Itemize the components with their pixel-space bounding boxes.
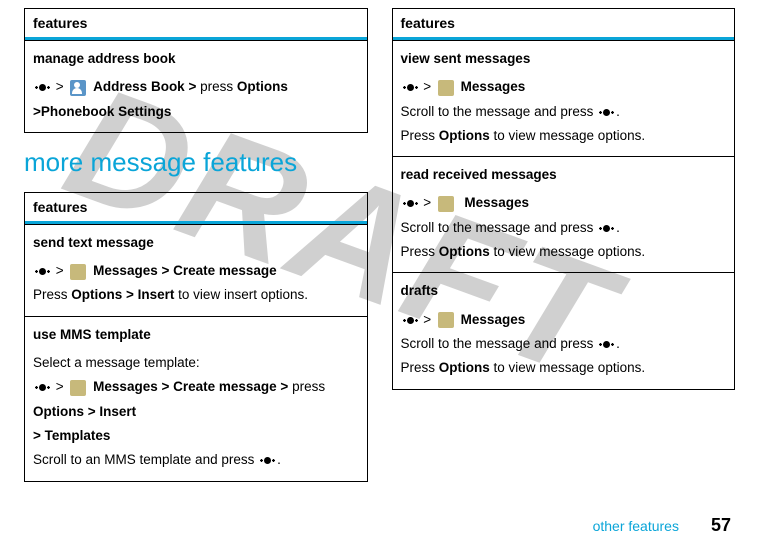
menu-path: Options bbox=[439, 128, 490, 143]
menu-path: Create message bbox=[173, 263, 277, 278]
messages-icon bbox=[70, 380, 86, 396]
sep: > bbox=[56, 379, 68, 394]
address-book-icon bbox=[70, 80, 86, 96]
text: . bbox=[616, 104, 620, 119]
text: Press bbox=[401, 360, 439, 375]
sep: > bbox=[423, 195, 435, 210]
center-key-icon bbox=[403, 198, 418, 209]
row-title: use MMS template bbox=[33, 323, 359, 347]
row-line: > Messages bbox=[401, 191, 727, 215]
menu-path: Create message > bbox=[173, 379, 292, 394]
text: to view message options. bbox=[490, 128, 645, 143]
text: to view insert options. bbox=[174, 287, 308, 302]
text: Scroll to the message and press bbox=[401, 220, 598, 235]
row-line: Press Options to view message options. bbox=[401, 356, 727, 380]
row-line: > Messages bbox=[401, 75, 727, 99]
messages-icon bbox=[438, 196, 454, 212]
center-key-icon bbox=[403, 82, 418, 93]
row-title: view sent messages bbox=[401, 47, 727, 71]
text: Press bbox=[401, 244, 439, 259]
menu-path: Templates bbox=[45, 428, 111, 443]
box-header: features bbox=[393, 9, 735, 40]
page-content: features manage address book > Address B… bbox=[0, 0, 759, 496]
features-box-1: features manage address book > Address B… bbox=[24, 8, 368, 133]
messages-icon bbox=[70, 264, 86, 280]
row-line: Press Options to view message options. bbox=[401, 240, 727, 264]
left-column: features manage address book > Address B… bbox=[24, 8, 368, 496]
menu-path: Options > bbox=[33, 404, 99, 419]
messages-icon bbox=[438, 80, 454, 96]
text: Scroll to the message and press bbox=[401, 104, 598, 119]
text: . bbox=[616, 336, 620, 351]
section-heading: more message features bbox=[24, 147, 368, 178]
row-read-received-messages: read received messages > Messages Scroll… bbox=[393, 156, 735, 272]
footer-section-link: other features bbox=[593, 518, 679, 534]
sep: > bbox=[33, 428, 45, 443]
text: . bbox=[277, 452, 281, 467]
row-title: manage address book bbox=[33, 47, 359, 71]
text: Press bbox=[401, 128, 439, 143]
right-column: features view sent messages > Messages S… bbox=[392, 8, 736, 496]
sep: > bbox=[56, 263, 68, 278]
row-line: Press Options > Insert to view insert op… bbox=[33, 283, 359, 307]
box-header: features bbox=[25, 9, 367, 40]
page-number: 57 bbox=[711, 515, 731, 535]
row-drafts: drafts > Messages Scroll to the message … bbox=[393, 272, 735, 388]
row-line: Scroll to the message and press . bbox=[401, 100, 727, 124]
menu-path: Messages bbox=[461, 79, 526, 94]
menu-path: Insert bbox=[138, 287, 175, 302]
center-key-icon bbox=[35, 266, 50, 277]
row-line: Select a message template: bbox=[33, 351, 359, 375]
menu-path: Messages > bbox=[93, 379, 173, 394]
center-key-icon bbox=[599, 223, 614, 234]
row-title: send text message bbox=[33, 231, 359, 255]
row-body: > Address Book > press Options >Phoneboo… bbox=[33, 75, 359, 124]
text: Scroll to an MMS template and press bbox=[33, 452, 258, 467]
box-header: features bbox=[25, 193, 367, 224]
menu-path: Insert bbox=[99, 404, 136, 419]
row-line: > Messages > Create message > press Opti… bbox=[33, 375, 359, 424]
row-title: read received messages bbox=[401, 163, 727, 187]
row-use-mms-template: use MMS template Select a message templa… bbox=[25, 316, 367, 481]
row-line: Press Options to view message options. bbox=[401, 124, 727, 148]
row-line: Scroll to the message and press . bbox=[401, 332, 727, 356]
menu-path: Options bbox=[439, 244, 490, 259]
row-line: > Templates bbox=[33, 424, 359, 448]
menu-path: Messages > bbox=[93, 263, 173, 278]
row-line: Scroll to the message and press . bbox=[401, 216, 727, 240]
row-view-sent-messages: view sent messages > Messages Scroll to … bbox=[393, 40, 735, 156]
text: to view message options. bbox=[490, 360, 645, 375]
center-key-icon bbox=[35, 82, 50, 93]
features-box-2: features send text message > Messages > … bbox=[24, 192, 368, 482]
sep: > bbox=[423, 79, 435, 94]
text: Press bbox=[33, 287, 71, 302]
features-box-3: features view sent messages > Messages S… bbox=[392, 8, 736, 390]
menu-path: Messages bbox=[461, 195, 529, 210]
row-title: drafts bbox=[401, 279, 727, 303]
menu-path: Options bbox=[439, 360, 490, 375]
center-key-icon bbox=[260, 455, 275, 466]
menu-path: Address Book > bbox=[93, 79, 200, 94]
row-line: Scroll to an MMS template and press . bbox=[33, 448, 359, 472]
sep: > bbox=[423, 312, 435, 327]
messages-icon bbox=[438, 312, 454, 328]
center-key-icon bbox=[35, 382, 50, 393]
center-key-icon bbox=[599, 107, 614, 118]
row-line: > Messages bbox=[401, 308, 727, 332]
row-send-text-message: send text message > Messages > Create me… bbox=[25, 224, 367, 316]
text: press bbox=[292, 379, 325, 394]
row-line: > Messages > Create message bbox=[33, 259, 359, 283]
sep: > bbox=[56, 79, 68, 94]
text: press bbox=[200, 79, 237, 94]
menu-path: Messages bbox=[461, 312, 526, 327]
text: . bbox=[616, 220, 620, 235]
center-key-icon bbox=[599, 339, 614, 350]
text: Scroll to the message and press bbox=[401, 336, 598, 351]
center-key-icon bbox=[403, 315, 418, 326]
text: to view message options. bbox=[490, 244, 645, 259]
row-manage-address-book: manage address book > Address Book > pre… bbox=[25, 40, 367, 132]
page-footer: other features 57 bbox=[593, 515, 731, 536]
menu-path: Options > bbox=[71, 287, 137, 302]
